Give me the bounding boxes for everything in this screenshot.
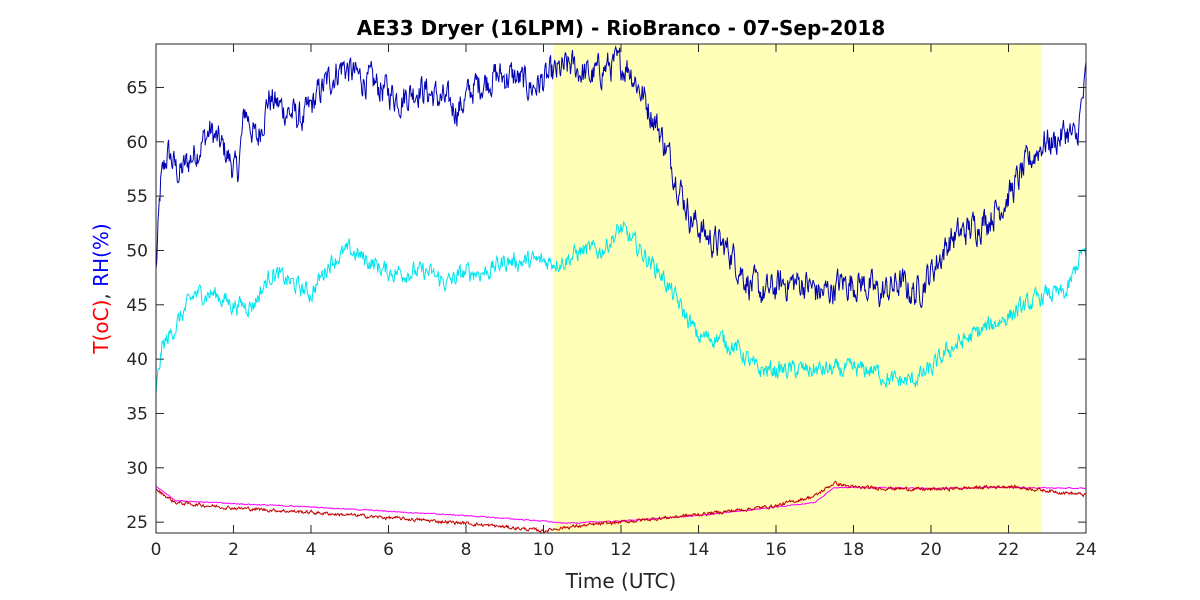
y-axis-label: T(oC), RH(%) xyxy=(89,223,113,354)
x-tick-label: 10 xyxy=(533,540,555,560)
series-line-1 xyxy=(155,220,1087,395)
y-tick-label: 45 xyxy=(126,296,148,316)
y-axis-label-part-2: RH(%) xyxy=(89,223,113,287)
y-tick-label: 25 xyxy=(126,513,148,533)
x-tick-label: 2 xyxy=(228,540,239,560)
x-tick-label: 24 xyxy=(1075,540,1097,560)
x-tick-label: 4 xyxy=(306,540,317,560)
x-tick-label: 18 xyxy=(843,540,865,560)
y-axis: 25 30 35 40 45 50 55 60 65 xyxy=(126,78,1086,533)
x-axis: 0 2 4 6 8 10 12 14 16 18 20 22 24 xyxy=(151,44,1097,560)
y-tick-label: 55 xyxy=(126,187,148,207)
series-layer xyxy=(155,45,1087,534)
y-tick-label: 40 xyxy=(126,350,148,370)
y-tick-label: 50 xyxy=(126,241,148,261)
y-tick-label: 35 xyxy=(126,404,148,424)
y-axis-label-part-0: T(oC) xyxy=(89,300,113,355)
daylight-band xyxy=(553,44,1042,533)
y-tick-label: 30 xyxy=(126,459,148,479)
x-tick-label: 22 xyxy=(998,540,1020,560)
x-tick-label: 0 xyxy=(151,540,162,560)
x-tick-label: 6 xyxy=(383,540,394,560)
x-tick-label: 14 xyxy=(688,540,710,560)
x-tick-label: 20 xyxy=(920,540,942,560)
x-tick-label: 12 xyxy=(610,540,632,560)
y-axis-label-part-1: , xyxy=(89,287,113,300)
x-tick-label: 8 xyxy=(461,540,472,560)
x-tick-label: 16 xyxy=(765,540,787,560)
x-axis-label: Time (UTC) xyxy=(565,569,677,593)
y-tick-label: 65 xyxy=(126,78,148,98)
y-tick-label: 60 xyxy=(126,133,148,153)
series-line-3 xyxy=(155,480,1086,534)
series-line-0 xyxy=(155,45,1087,309)
chart-title: AE33 Dryer (16LPM) - RioBranco - 07-Sep-… xyxy=(357,16,886,40)
